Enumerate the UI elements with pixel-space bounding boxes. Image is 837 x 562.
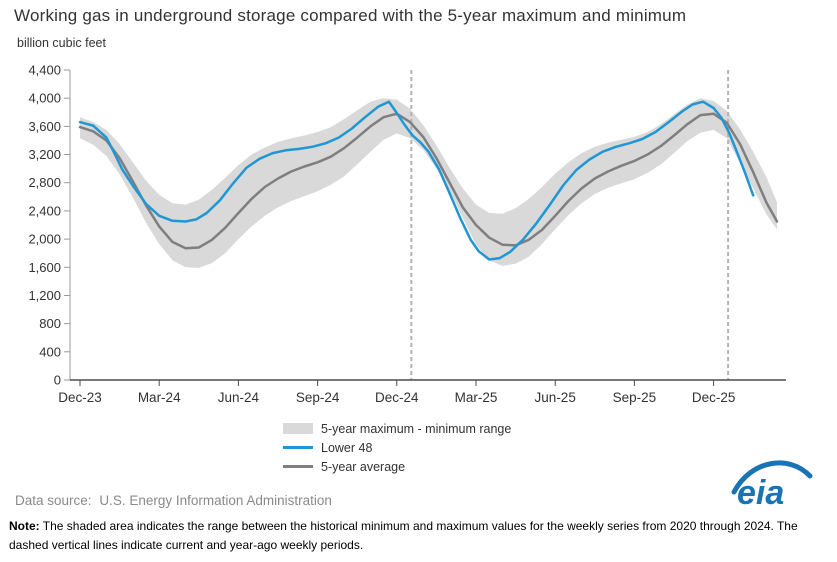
y-tick-label: 2,400 xyxy=(28,203,61,218)
chart-legend: 5-year maximum - minimum range Lower 48 … xyxy=(283,419,511,476)
legend-item-lower48: Lower 48 xyxy=(283,438,511,457)
y-tick-label: 2,800 xyxy=(28,175,61,190)
lower48-line-swatch-icon xyxy=(283,446,313,449)
y-tick-label: 2,000 xyxy=(28,232,61,247)
range-band-swatch-icon xyxy=(283,423,313,434)
note-label: Note: xyxy=(9,519,40,533)
x-tick-label: Jun-24 xyxy=(218,390,260,405)
x-tick-label: Dec-24 xyxy=(375,390,419,405)
storage-chart: 0 400 800 1,200 1,600 2,000 2,400 2,800 3,200 3,6… xyxy=(28,63,786,405)
y-tick-label: 1,200 xyxy=(28,288,61,303)
y-tick-label: 800 xyxy=(39,316,61,331)
x-tick-label: Jun-25 xyxy=(535,390,576,405)
x-tick-label: Mar-24 xyxy=(138,390,181,405)
y-axis-unit-label: billion cubic feet xyxy=(17,36,106,50)
note-text: The shaded area indicates the range betw… xyxy=(9,519,798,553)
legend-label-range: 5-year maximum - minimum range xyxy=(321,421,512,436)
chart-note: Note: The shaded area indicates the rang… xyxy=(9,517,831,555)
x-tick-label: Dec-25 xyxy=(692,390,736,405)
y-tick-label: 0 xyxy=(54,373,61,388)
x-tick-label: Sep-25 xyxy=(613,390,657,405)
data-source-text: U.S. Energy Information Administration xyxy=(99,493,332,508)
logo-swoosh-icon xyxy=(731,460,813,495)
legend-label-lower48: Lower 48 xyxy=(321,440,373,455)
legend-item-range: 5-year maximum - minimum range xyxy=(283,419,511,438)
x-tick-label: Dec-23 xyxy=(58,390,102,405)
y-tick-label: 1,600 xyxy=(28,260,61,275)
average-line-swatch-icon xyxy=(283,465,313,468)
y-tick-label: 4,000 xyxy=(28,91,61,106)
logo-text: eia xyxy=(737,474,784,512)
five-year-range-band xyxy=(80,98,777,268)
legend-label-average: 5-year average xyxy=(321,459,406,474)
y-tick-label: 3,200 xyxy=(28,147,61,162)
lower48-line xyxy=(78,100,755,261)
x-tick-label: Sep-24 xyxy=(296,390,340,405)
data-source: Data source: U.S. Energy Information Adm… xyxy=(15,493,336,508)
chart-title: Working gas in underground storage compa… xyxy=(14,6,687,25)
y-tick-label: 400 xyxy=(39,344,61,359)
x-tick-label: Mar-25 xyxy=(455,390,498,405)
data-source-label: Data source: xyxy=(15,493,92,508)
y-tick-label: 3,600 xyxy=(28,119,61,134)
y-tick-label: 4,400 xyxy=(28,63,61,78)
five-year-average-line xyxy=(78,112,779,250)
legend-item-average: 5-year average xyxy=(283,457,511,476)
eia-logo: eia xyxy=(731,460,813,512)
